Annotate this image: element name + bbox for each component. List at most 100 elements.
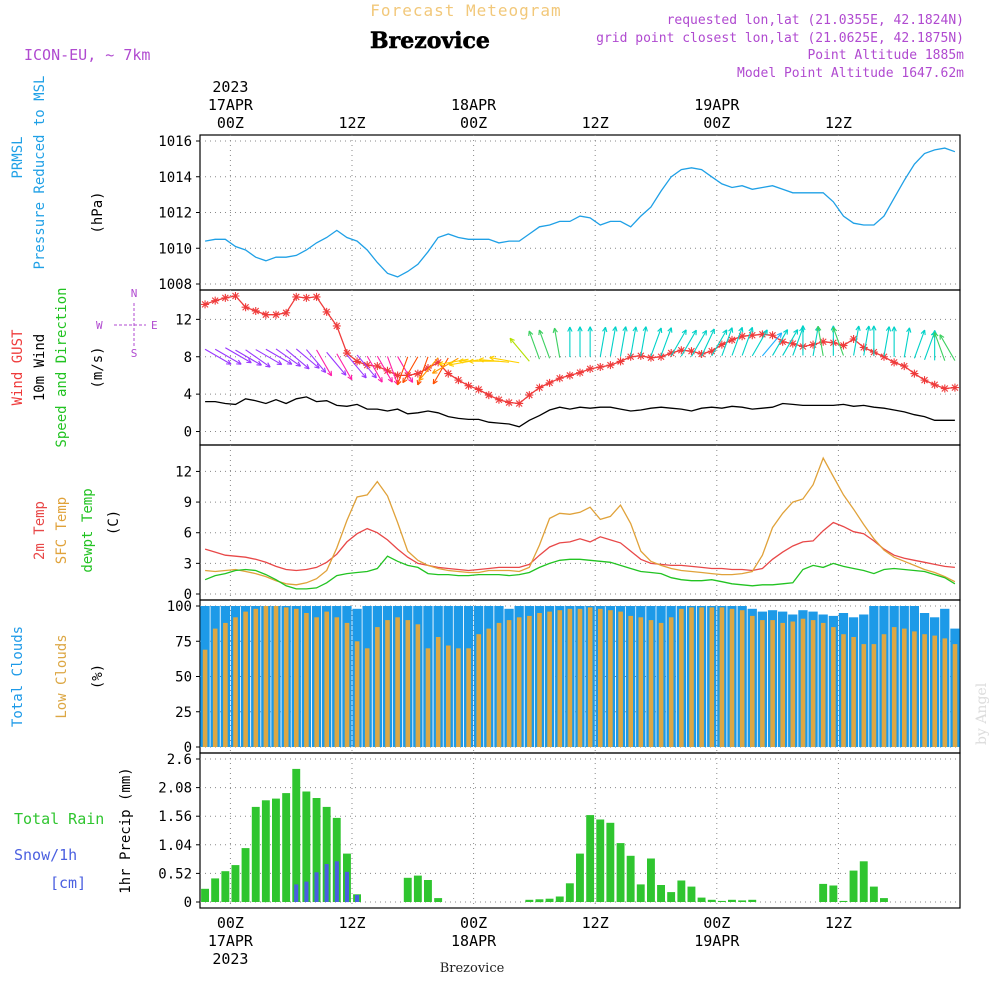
wind-arrow <box>402 356 419 384</box>
clouds-bar-low-clouds <box>739 610 745 747</box>
gust-marker <box>717 340 726 349</box>
clouds-bar-low-clouds <box>273 606 279 747</box>
clouds-bar-low-clouds <box>658 622 664 747</box>
precip-bar-total-rain <box>738 900 747 902</box>
clouds-bar-low-clouds <box>212 628 218 747</box>
precip-bar-total-rain <box>717 900 726 902</box>
wind-arrow <box>721 327 733 357</box>
temperature-ytick-label: 0 <box>184 587 192 603</box>
wind-arrow <box>295 348 320 369</box>
model-altitude: Model Point Altitude 1647.62m <box>737 66 964 81</box>
clouds-bar-low-clouds <box>547 611 552 747</box>
precip-bar-total-rain <box>596 819 605 902</box>
temperature-ylabel: SFC Temp <box>54 497 70 564</box>
precip-bar-total-rain <box>292 768 301 902</box>
gust-marker <box>363 361 372 370</box>
time-date-label: 19APR <box>694 96 740 114</box>
gust-marker <box>657 352 666 361</box>
wind-arrow <box>853 325 860 356</box>
clouds-bar-low-clouds <box>324 611 329 747</box>
wind-arrowhead <box>728 327 734 333</box>
wind-arrow <box>792 327 804 356</box>
precip-bar-total-rain <box>545 898 554 902</box>
legend-snow-unit: [cm] <box>50 874 86 892</box>
precip-bar-total-rain <box>626 855 635 902</box>
gust-marker <box>758 330 767 339</box>
wind-arrow <box>386 356 399 385</box>
wind-arrow <box>432 357 449 385</box>
gust-marker <box>413 369 422 378</box>
wind-arrow <box>741 327 753 356</box>
wind-arrowhead <box>622 326 628 332</box>
wind-arrowhead <box>816 325 822 332</box>
clouds-bar-low-clouds <box>851 637 856 747</box>
clouds-bar-low-clouds <box>820 622 826 747</box>
gust-marker <box>940 384 949 393</box>
wind-arrowhead <box>885 326 892 332</box>
clouds-bar-low-clouds <box>263 606 269 747</box>
wind-arrow <box>432 357 459 374</box>
precip-bar-total-rain <box>839 900 848 902</box>
precip-bar-total-rain <box>241 848 250 902</box>
precip-bar-total-rain <box>819 883 828 902</box>
wind-arrow <box>660 327 672 357</box>
clouds-bar-low-clouds <box>770 620 775 747</box>
clouds-ytick-label: 0 <box>184 740 192 756</box>
pressure-ytick-label: 1010 <box>158 241 192 257</box>
wind-ylabel: Wind GUST <box>10 329 26 405</box>
clouds-bar-low-clouds <box>294 608 299 747</box>
clouds-bar-low-clouds <box>496 622 502 747</box>
wind-arrowhead <box>933 332 939 338</box>
pressure-ylabel: Pressure Reduced to MSL <box>32 76 48 270</box>
gust-marker <box>646 353 655 362</box>
gust-marker <box>576 368 584 377</box>
clouds-bar-low-clouds <box>314 617 319 747</box>
gust-marker <box>748 331 757 340</box>
wind-arrowhead <box>408 377 414 383</box>
wind-arrowhead <box>681 329 687 335</box>
gust-marker <box>353 357 362 366</box>
precip-bar-total-rain <box>413 875 422 902</box>
clouds-bar-low-clouds <box>689 607 694 747</box>
clouds-bar-low-clouds <box>344 622 350 747</box>
wind-arrowhead <box>387 377 393 383</box>
clouds-bar-low-clouds <box>364 648 370 747</box>
precip-bar-total-rain <box>201 888 209 902</box>
precip-bar-total-rain <box>576 853 584 902</box>
precip-bar-total-rain <box>565 883 574 902</box>
clouds-bar-low-clouds <box>354 641 360 748</box>
clouds-ytick-label: 25 <box>175 705 192 721</box>
gust-marker <box>474 385 483 394</box>
gust-marker <box>728 335 736 344</box>
wind-arrowhead <box>832 326 838 333</box>
clouds-bar-low-clouds <box>871 644 877 747</box>
clouds-bar-low-clouds <box>456 648 461 747</box>
gust-marker <box>373 362 382 371</box>
wind-arrowhead <box>783 329 789 335</box>
temperature-frame <box>199 444 961 601</box>
clouds-bar-low-clouds <box>679 608 684 747</box>
time-tick-label: 00Z <box>460 914 487 932</box>
wind-arrowhead <box>538 329 544 336</box>
precip-ytick-label: 0 <box>184 895 192 911</box>
clouds-bar-low-clouds <box>922 634 927 747</box>
precip-bar-total-rain <box>616 843 625 902</box>
gust-marker <box>292 292 301 301</box>
gust-marker <box>515 399 524 408</box>
time-tick-label: 12Z <box>338 914 365 932</box>
time-tick-label: 12Z <box>582 914 609 932</box>
wind-arrowhead <box>800 325 806 331</box>
clouds-bar-low-clouds <box>628 615 633 747</box>
clouds-bar-low-clouds <box>516 617 522 747</box>
model-label: ICON-EU, ~ 7km <box>24 46 150 64</box>
clouds-bar-low-clouds <box>233 617 238 747</box>
clouds-bar-low-clouds <box>800 618 806 747</box>
gust-marker <box>738 332 747 341</box>
gust-marker <box>900 362 909 371</box>
gust-marker <box>890 358 899 367</box>
clouds-bar-low-clouds <box>202 649 208 747</box>
pressure-line-prmsl <box>204 147 956 278</box>
gust-marker <box>525 391 534 400</box>
time-tick-label: 00Z <box>703 114 730 132</box>
